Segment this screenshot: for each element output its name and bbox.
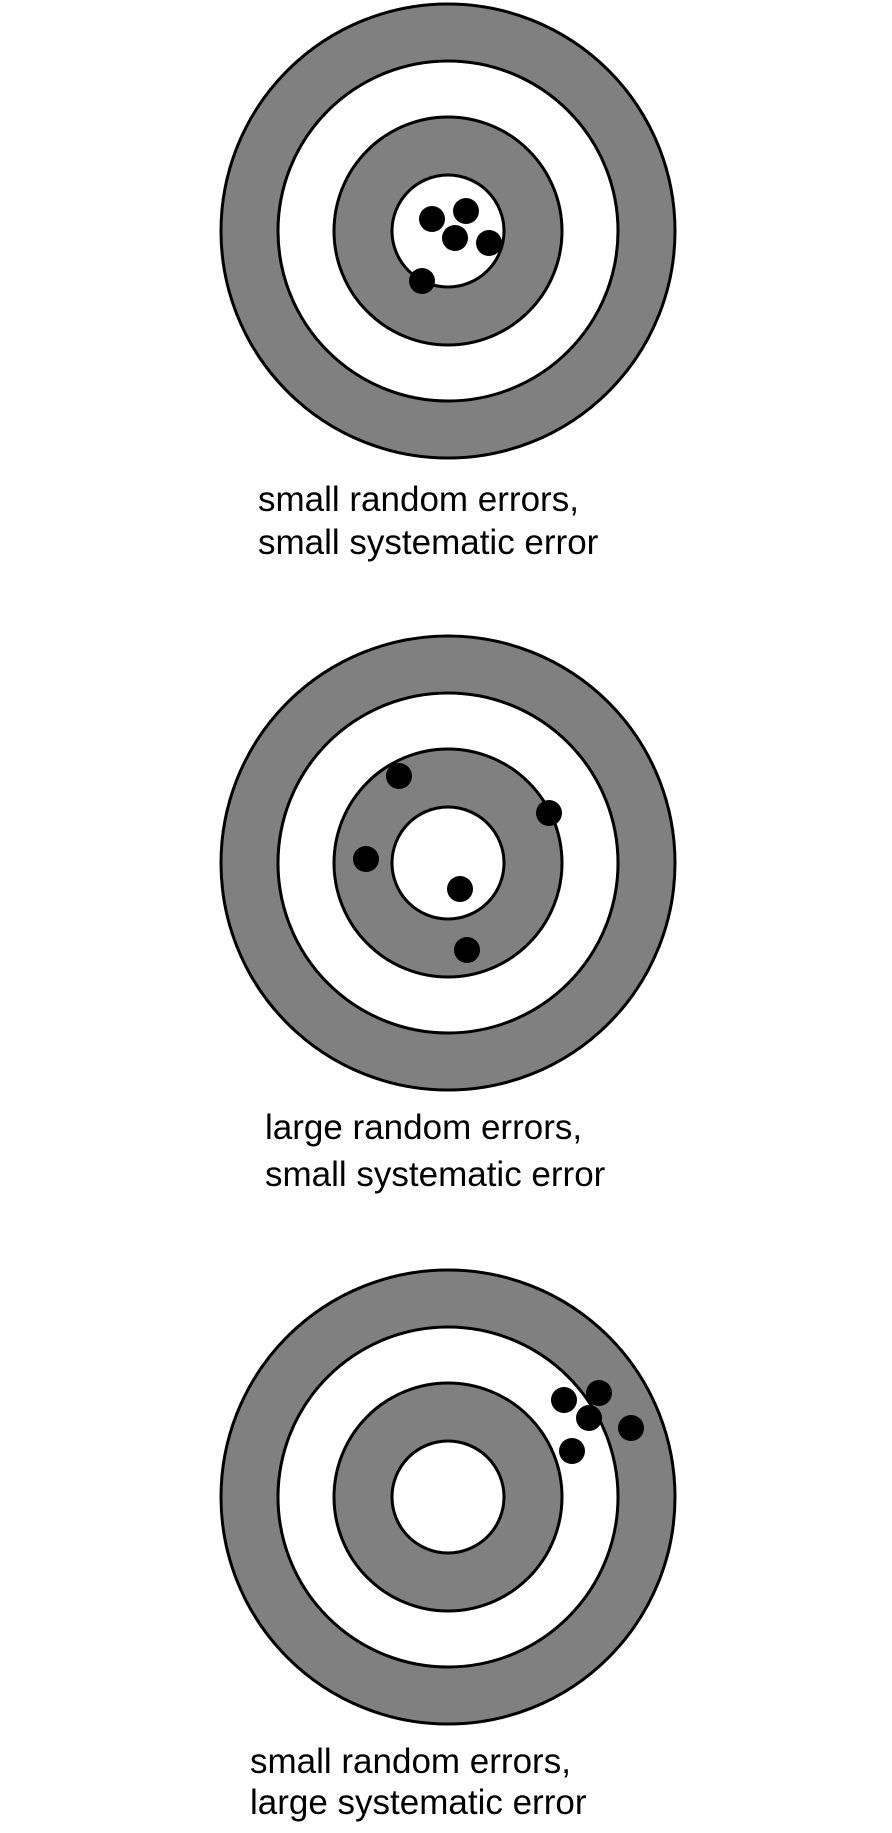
target-ring bbox=[390, 1439, 506, 1555]
hit-dot bbox=[476, 230, 502, 256]
hit-dot bbox=[409, 268, 435, 294]
caption-line: large random errors, bbox=[265, 1108, 582, 1147]
hit-dot bbox=[559, 1438, 585, 1464]
hit-dot bbox=[453, 198, 479, 224]
caption-line: small random errors, bbox=[250, 1742, 571, 1781]
hit-dot bbox=[576, 1405, 602, 1431]
hit-dot bbox=[447, 876, 473, 902]
caption-line: large systematic error bbox=[250, 1783, 587, 1822]
hit-dot bbox=[618, 1415, 644, 1441]
hit-dot bbox=[551, 1387, 577, 1413]
hit-dot bbox=[454, 937, 480, 963]
hit-dot bbox=[442, 225, 468, 251]
target-ring bbox=[390, 805, 506, 921]
hit-dot bbox=[586, 1380, 612, 1406]
caption-line: small systematic error bbox=[265, 1155, 606, 1194]
hit-dot bbox=[536, 800, 562, 826]
hit-dot bbox=[386, 763, 412, 789]
caption-line: small random errors, bbox=[258, 480, 579, 519]
caption-line: small systematic error bbox=[258, 523, 599, 562]
hit-dot bbox=[419, 206, 445, 232]
hit-dot bbox=[353, 846, 379, 872]
